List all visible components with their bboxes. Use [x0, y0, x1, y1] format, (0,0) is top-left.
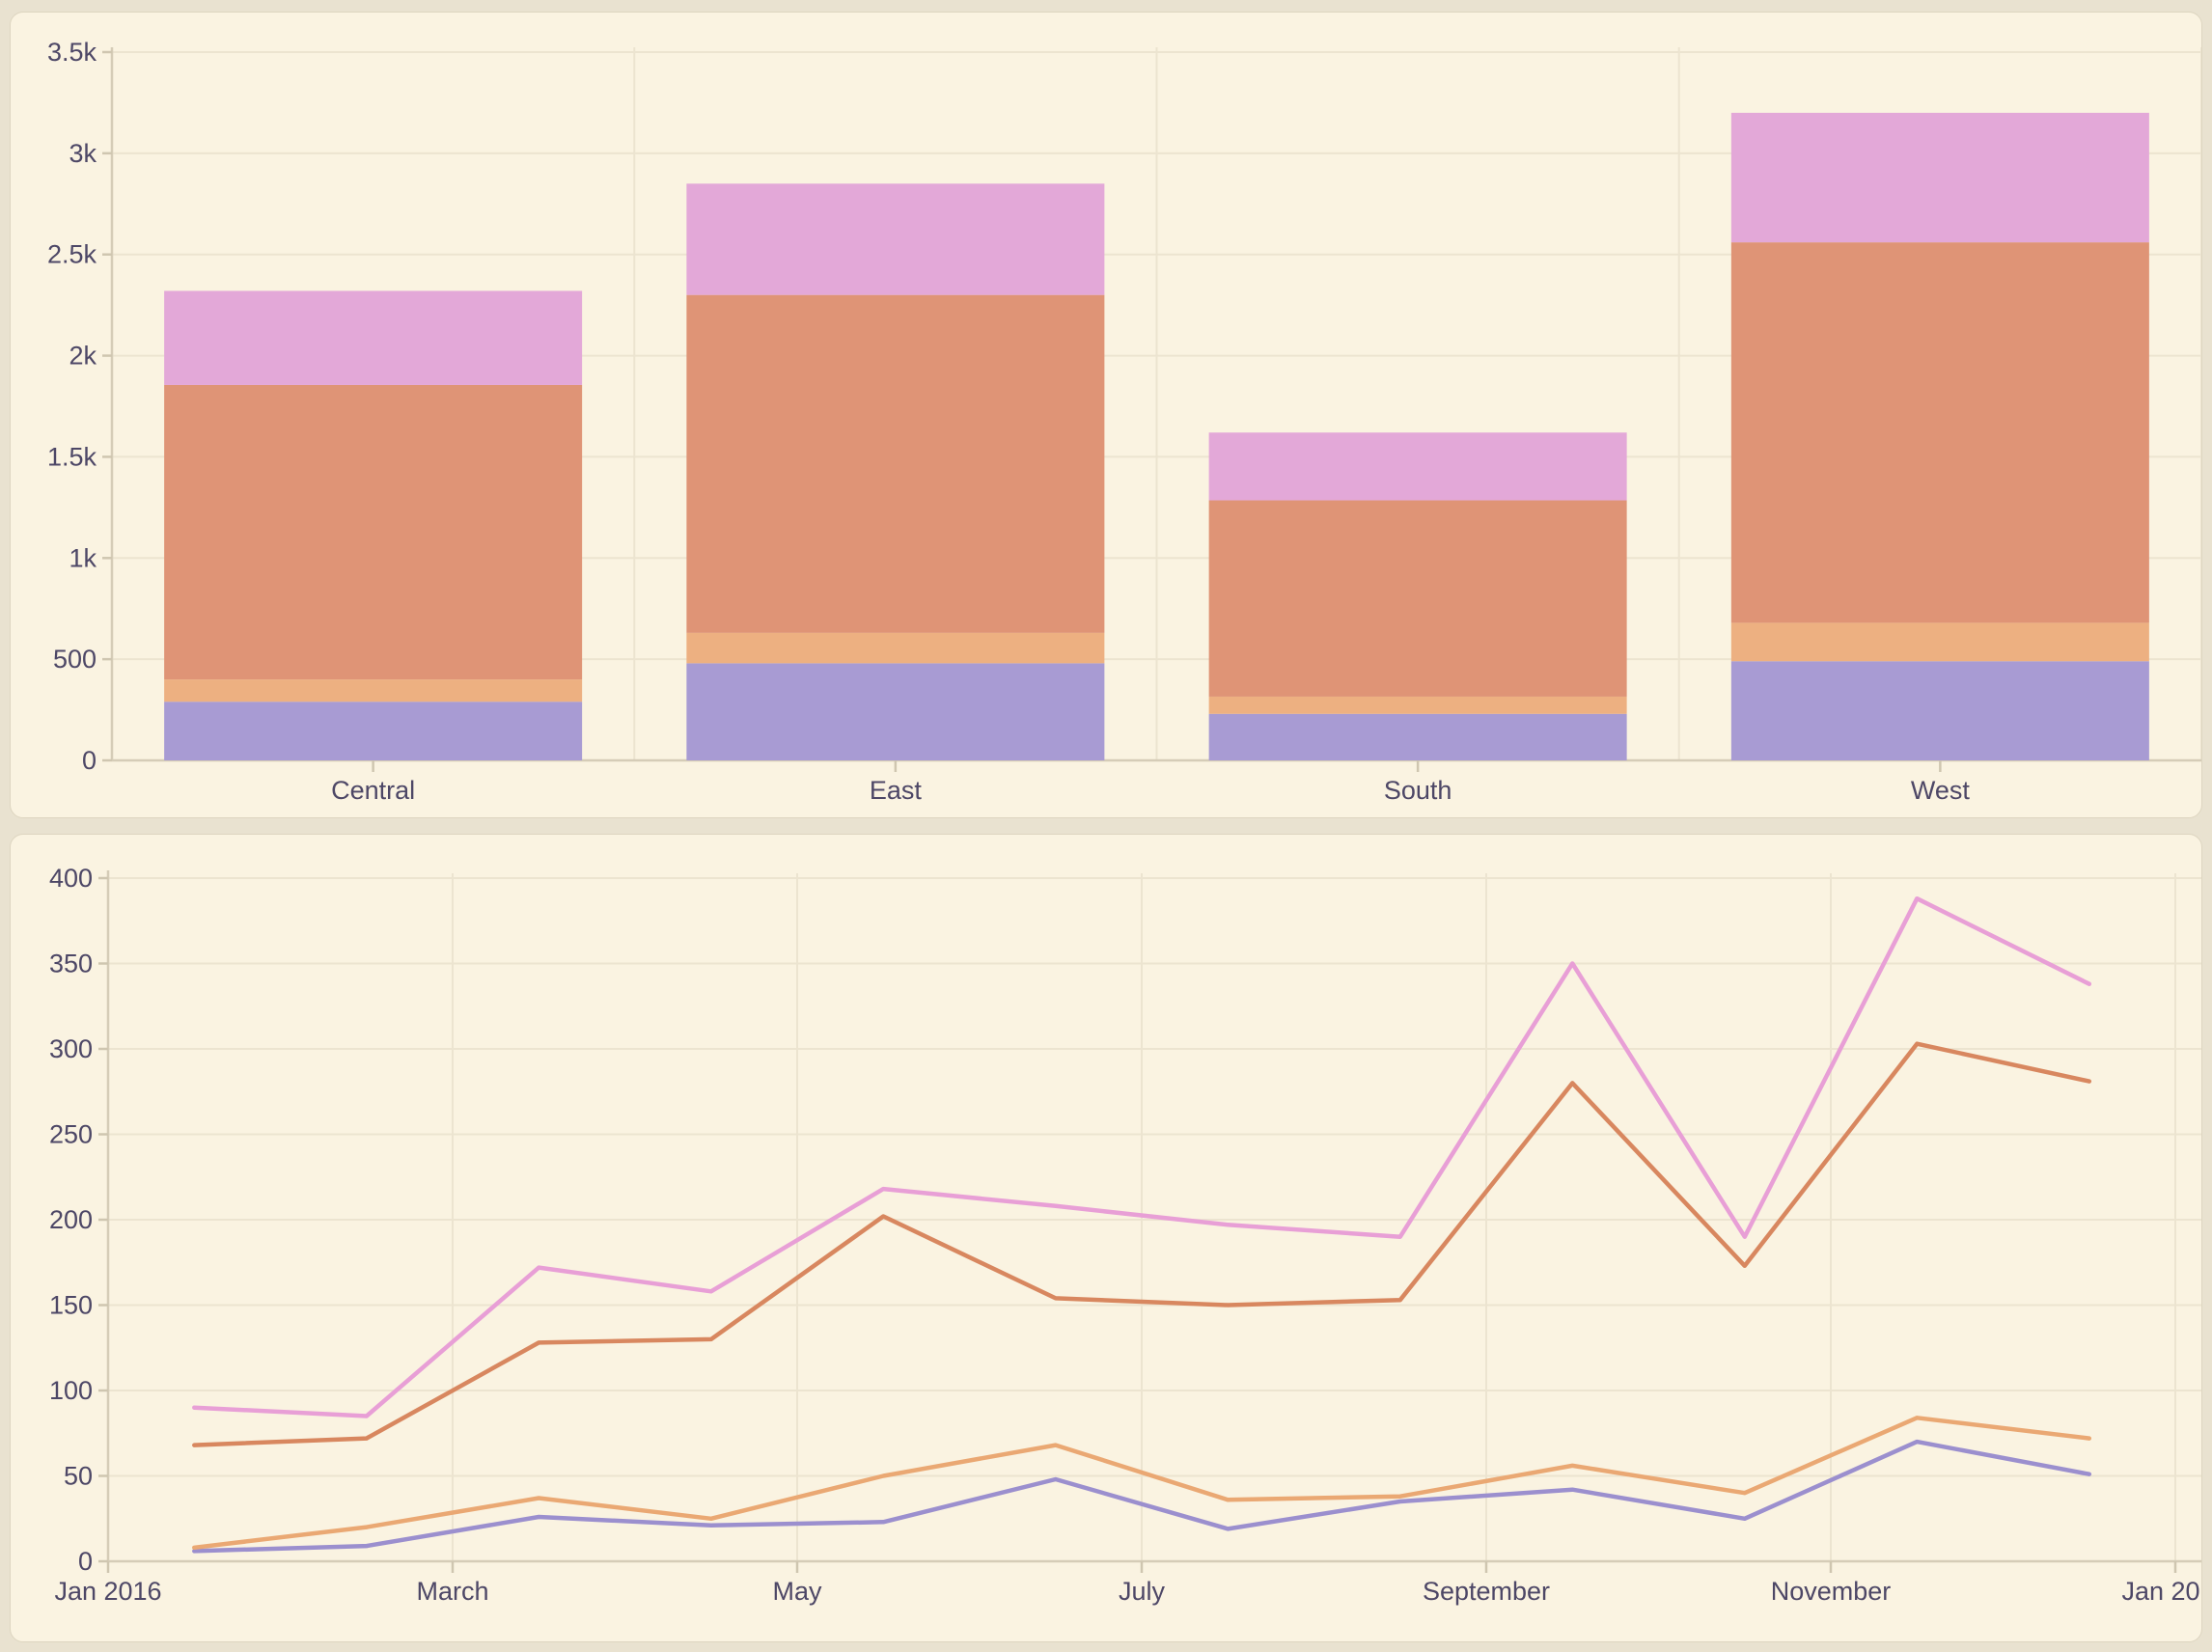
- y-axis-tick-label: 300: [49, 1034, 93, 1063]
- y-axis-tick-label: 1.5k: [47, 442, 97, 471]
- line-series-pink[interactable]: [192, 895, 2092, 1418]
- x-axis-category-label: Central: [331, 776, 415, 805]
- y-axis-tick-label: 200: [49, 1205, 93, 1234]
- bar-segment-purple[interactable]: [164, 702, 583, 760]
- y-axis-tick-label: 0: [82, 746, 97, 775]
- line-chart-card: 0 50 100 150 200 250 300 350 400 Jan 2016 March May…: [10, 834, 2202, 1642]
- y-axis-tick-label: 50: [64, 1462, 93, 1491]
- y-axis-tick-label: 150: [49, 1291, 93, 1320]
- x-axis-category-label: East: [870, 776, 923, 805]
- x-axis-category-label: South: [1384, 776, 1452, 805]
- x-axis-tick-label: November: [1771, 1577, 1892, 1606]
- y-axis-tick-label: 1k: [69, 543, 97, 572]
- line-chart: 0 50 100 150 200 250 300 350 400 Jan 2016 March May…: [49, 864, 2202, 1606]
- x-axis-tick-label: March: [416, 1577, 488, 1606]
- bar-segment-salmon[interactable]: [164, 384, 583, 680]
- bar-segment-pink[interactable]: [1208, 432, 1627, 501]
- line-series-salmon[interactable]: [192, 1041, 2092, 1447]
- bar-segment-purple[interactable]: [1208, 713, 1627, 760]
- x-axis-tick-label: May: [772, 1577, 822, 1606]
- x-axis-tick-label: July: [1119, 1577, 1166, 1606]
- y-axis-tick-label: 2k: [69, 342, 97, 371]
- bar-segment-pink[interactable]: [1730, 112, 2149, 243]
- bar-segment-light-orange[interactable]: [1730, 622, 2149, 662]
- y-axis-tick-label: 400: [49, 864, 93, 893]
- bar-segment-salmon[interactable]: [686, 294, 1105, 633]
- bar-segment-pink[interactable]: [686, 183, 1105, 295]
- x-axis-category-label: West: [1911, 776, 1971, 805]
- y-axis-tick-label: 500: [53, 645, 97, 674]
- x-axis-tick-label: September: [1423, 1577, 1550, 1606]
- stacked-bar-chart: 0 500 1k 1.5k 2k 2.5k 3k 3.5k Central East South We…: [47, 38, 2201, 805]
- y-axis-tick-label: 3.5k: [47, 38, 97, 67]
- x-axis-tick-label: Jan 2017: [2121, 1577, 2202, 1606]
- y-axis-tick-label: 0: [78, 1547, 93, 1576]
- y-axis-tick-label: 3k: [69, 139, 97, 168]
- bar-segment-light-orange[interactable]: [686, 632, 1105, 664]
- line-series-purple[interactable]: [192, 1439, 2092, 1554]
- stacked-bar-chart-card: 0 500 1k 1.5k 2k 2.5k 3k 3.5k Central East South We…: [10, 12, 2202, 818]
- bar-segment-light-orange[interactable]: [164, 679, 583, 702]
- bar-segment-salmon[interactable]: [1208, 500, 1627, 697]
- bar-segment-pink[interactable]: [164, 290, 583, 385]
- x-axis-tick-label: Jan 2016: [54, 1577, 161, 1606]
- bar-segment-purple[interactable]: [1730, 661, 2149, 760]
- y-axis-tick-label: 350: [49, 950, 93, 978]
- y-axis-tick-label: 100: [49, 1376, 93, 1405]
- bar-segment-salmon[interactable]: [1730, 242, 2149, 623]
- y-axis-tick-label: 2.5k: [47, 240, 97, 269]
- bar-segment-light-orange[interactable]: [1208, 696, 1627, 714]
- bar-segment-purple[interactable]: [686, 663, 1105, 760]
- y-axis-tick-label: 250: [49, 1120, 93, 1149]
- line-series-light-orange[interactable]: [192, 1416, 2092, 1551]
